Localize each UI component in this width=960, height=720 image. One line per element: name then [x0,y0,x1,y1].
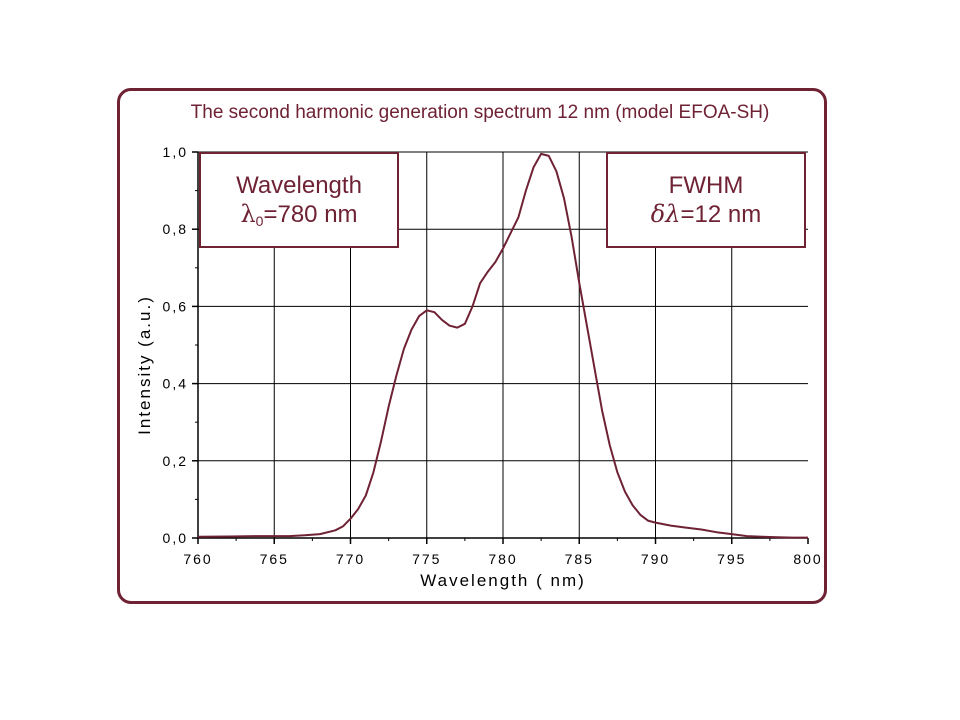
delta-lambda-symbol: δλ [650,200,681,228]
lambda-symbol: λ [240,200,256,228]
fwhm-callout-value: δλ=12 nm [608,200,804,229]
chart-title: The second harmonic generation spectrum … [190,102,770,123]
y-axis-title: Intensity (a.u.) [135,295,154,435]
wavelength-value: =780 nm [263,201,358,228]
y-tick-label: 1,0 [163,144,188,160]
y-tick-label: 0,2 [163,453,188,469]
x-tick-label: 785 [565,551,594,567]
y-tick-label: 0,0 [163,530,188,546]
fwhm-callout-title: FWHM [668,172,744,199]
lambda-subscript: 0 [255,213,264,229]
x-tick-label: 800 [793,551,822,567]
wavelength-callout: Wavelength λ0=780 nm [199,152,399,248]
wavelength-callout-title: Wavelength [236,172,362,199]
y-tick-label: 0,6 [163,298,188,314]
x-tick-label: 780 [488,551,517,567]
x-axis-title: Wavelength ( nm) [420,571,586,590]
x-tick-label: 770 [336,551,365,567]
x-tick-label: 765 [260,551,289,567]
x-tick-label: 760 [183,551,212,567]
wavelength-callout-value: λ0=780 nm [201,200,397,235]
spectrum-line [197,152,808,539]
x-tick-label: 775 [412,551,441,567]
y-tick-label: 0,8 [163,221,188,237]
fwhm-callout: FWHM δλ=12 nm [606,152,806,248]
fwhm-value: =12 nm [680,201,762,228]
x-tick-label: 795 [717,551,746,567]
y-tick-label: 0,4 [163,376,188,392]
x-tick-label: 790 [641,551,670,567]
